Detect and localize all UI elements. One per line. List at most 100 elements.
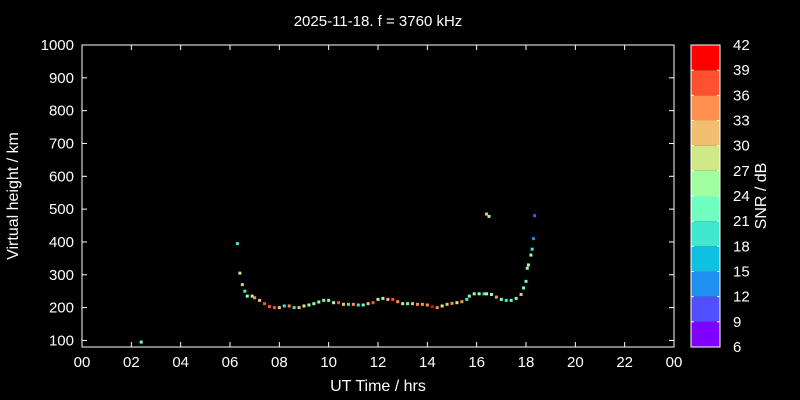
x-tick-label: 12 — [370, 354, 387, 371]
y-tick-label: 500 — [49, 201, 74, 218]
y-tick-label: 1000 — [41, 37, 74, 54]
colorbar-bin — [691, 170, 720, 196]
chart-title: 2025-11-18. f = 3760 kHz — [294, 13, 463, 30]
colorbar-tick-label: 39 — [733, 62, 750, 79]
colorbar-bin — [691, 271, 720, 297]
data-point — [272, 306, 276, 310]
x-tick-label: 06 — [222, 354, 239, 371]
x-tick-label: 18 — [518, 354, 535, 371]
data-point — [376, 297, 380, 301]
data-point — [401, 302, 405, 306]
data-point — [526, 263, 530, 267]
data-point — [435, 306, 439, 310]
x-tick-label: 14 — [419, 354, 436, 371]
colorbar-tick-label: 24 — [733, 188, 750, 205]
data-point — [531, 237, 535, 241]
colorbar-bin — [691, 296, 720, 322]
data-point — [282, 304, 286, 308]
data-point — [455, 301, 459, 305]
data-point — [519, 292, 523, 296]
data-point — [425, 303, 429, 307]
x-tick-label: 00 — [666, 354, 683, 371]
data-point — [465, 297, 469, 301]
data-point — [450, 301, 454, 305]
data-point — [489, 292, 493, 296]
data-point — [460, 300, 464, 304]
data-point — [530, 247, 534, 251]
data-point — [250, 294, 254, 298]
data-point — [287, 304, 291, 308]
colorbar-tick-label: 42 — [733, 37, 750, 54]
colorbar-tick-label: 9 — [733, 314, 741, 331]
data-point — [238, 271, 242, 275]
data-point — [485, 292, 489, 296]
colorbar-tick-label: 27 — [733, 163, 750, 180]
data-point — [332, 301, 336, 305]
x-tick-label: 02 — [123, 354, 140, 371]
data-point — [524, 279, 528, 283]
colorbar-tick-label: 12 — [733, 289, 750, 306]
data-point — [337, 301, 341, 305]
data-point — [322, 298, 326, 302]
data-point — [292, 306, 296, 310]
data-point — [522, 286, 526, 290]
data-point — [263, 302, 267, 306]
data-point — [258, 298, 262, 302]
colorbar-tick-label: 33 — [733, 113, 750, 130]
y-axis: 100 200 300 400 500 600 700 800 900 1000 — [41, 37, 674, 349]
data-point — [366, 302, 370, 306]
x-axis: 00 02 04 06 08 10 12 14 16 18 20 22 00 — [74, 45, 683, 371]
colorbar-tick-label: 30 — [733, 138, 750, 155]
data-points — [139, 212, 537, 344]
data-point — [240, 283, 244, 287]
y-tick-label: 600 — [49, 168, 74, 185]
data-point — [307, 303, 311, 307]
x-axis-label: UT Time / hrs — [330, 378, 426, 395]
data-point — [430, 305, 434, 309]
plot-area-frame — [81, 44, 675, 348]
data-point — [312, 302, 316, 306]
y-tick-label: 700 — [49, 135, 74, 152]
data-point — [411, 302, 415, 306]
data-point — [440, 304, 444, 308]
data-point — [243, 289, 247, 293]
data-point — [420, 302, 424, 306]
data-point — [235, 242, 239, 246]
data-point — [406, 302, 410, 306]
x-tick-label: 04 — [172, 354, 189, 371]
colorbar-bin — [691, 45, 720, 71]
data-point — [356, 303, 360, 307]
y-tick-label: 200 — [49, 300, 74, 317]
data-point — [341, 302, 345, 306]
colorbar-tick-label: 36 — [733, 87, 750, 104]
data-point — [494, 295, 498, 299]
colorbar-bin — [691, 95, 720, 121]
data-point — [485, 212, 489, 216]
data-point — [415, 302, 419, 306]
data-point — [396, 300, 400, 304]
colorbar-bin — [691, 70, 720, 96]
data-point — [529, 253, 533, 257]
y-tick-label: 300 — [49, 267, 74, 284]
x-tick-label: 10 — [320, 354, 337, 371]
data-point — [371, 301, 375, 305]
colorbar-bin — [691, 120, 720, 146]
data-point — [245, 294, 249, 298]
data-point — [297, 306, 301, 310]
colorbar-tick-label: 15 — [733, 264, 750, 281]
y-tick-label: 400 — [49, 234, 74, 251]
y-axis-label: Virtual height / km — [5, 132, 22, 260]
colorbar-bin — [691, 196, 720, 222]
colorbar-bin — [691, 246, 720, 272]
data-point — [346, 302, 350, 306]
colorbar-bin — [691, 221, 720, 247]
y-tick-label: 800 — [49, 103, 74, 120]
x-tick-label: 20 — [567, 354, 584, 371]
colorbar-tick-label: 18 — [733, 238, 750, 255]
data-point — [351, 302, 355, 306]
colorbar-bin — [691, 321, 720, 347]
data-point — [361, 303, 365, 307]
data-point — [514, 296, 518, 300]
y-tick-label: 100 — [49, 332, 74, 349]
